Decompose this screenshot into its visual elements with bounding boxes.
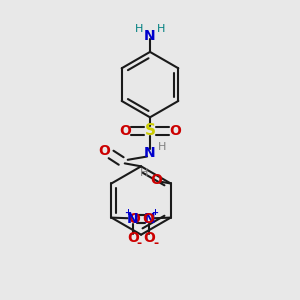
Text: O: O bbox=[99, 145, 110, 158]
Text: -: - bbox=[153, 237, 158, 250]
Text: +: + bbox=[151, 208, 158, 217]
Text: O: O bbox=[150, 173, 162, 188]
Text: -: - bbox=[137, 237, 142, 250]
Text: O: O bbox=[119, 124, 131, 138]
Text: O: O bbox=[169, 124, 181, 138]
Text: O: O bbox=[127, 231, 139, 245]
Text: O: O bbox=[143, 231, 155, 245]
Text: H: H bbox=[157, 24, 166, 34]
Text: +: + bbox=[124, 208, 131, 217]
Text: O: O bbox=[128, 212, 140, 226]
Text: N: N bbox=[143, 212, 155, 226]
Text: H: H bbox=[140, 168, 148, 178]
Text: O: O bbox=[142, 212, 154, 226]
Text: H: H bbox=[158, 142, 167, 152]
Text: N: N bbox=[144, 146, 156, 160]
Text: N: N bbox=[144, 29, 156, 44]
Text: H: H bbox=[134, 24, 143, 34]
Text: S: S bbox=[145, 123, 155, 138]
Text: N: N bbox=[127, 212, 139, 226]
